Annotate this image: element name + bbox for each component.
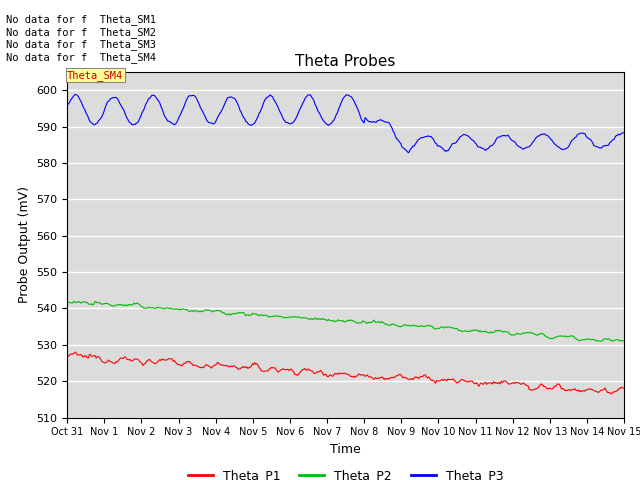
Legend: Theta_P1, Theta_P2, Theta_P3: Theta_P1, Theta_P2, Theta_P3: [183, 464, 508, 480]
X-axis label: Time: Time: [330, 443, 361, 456]
Y-axis label: Probe Output (mV): Probe Output (mV): [18, 186, 31, 303]
Text: Theta_SM4: Theta_SM4: [67, 70, 124, 81]
Text: No data for f  Theta_SM1
No data for f  Theta_SM2
No data for f  Theta_SM3
No da: No data for f Theta_SM1 No data for f Th…: [6, 14, 156, 63]
Title: Theta Probes: Theta Probes: [296, 54, 396, 70]
